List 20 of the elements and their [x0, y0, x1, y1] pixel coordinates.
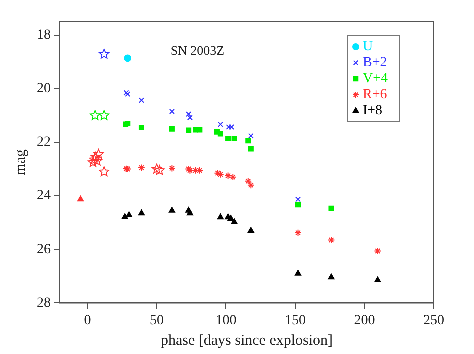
- legend-label: B+2: [363, 56, 388, 71]
- y-tick-label: 28: [37, 296, 51, 311]
- y-tick-label: 26: [37, 242, 51, 258]
- x-tick-label: 50: [150, 313, 164, 328]
- y-tick-label: 24: [37, 188, 51, 204]
- y-tick-label: 18: [37, 28, 51, 44]
- legend-label: V+4: [363, 72, 388, 87]
- x-tick-label: 0: [84, 313, 92, 328]
- y-tick-label: 20: [37, 82, 51, 97]
- x-tick-label: 150: [284, 313, 306, 328]
- legend-label: R+6: [363, 88, 388, 103]
- y-axis-title: mag: [12, 149, 29, 176]
- legend-label: U: [363, 40, 374, 55]
- x-axis-title: phase [days since explosion]: [160, 332, 334, 349]
- x-tick-label: 250: [424, 313, 444, 328]
- x-tick-label: 200: [354, 313, 376, 328]
- y-tick-label: 22: [37, 135, 51, 150]
- legend-label: I+8: [363, 104, 383, 119]
- text: SN 2003Z: [170, 42, 225, 58]
- x-tick-label: 100: [216, 313, 237, 328]
